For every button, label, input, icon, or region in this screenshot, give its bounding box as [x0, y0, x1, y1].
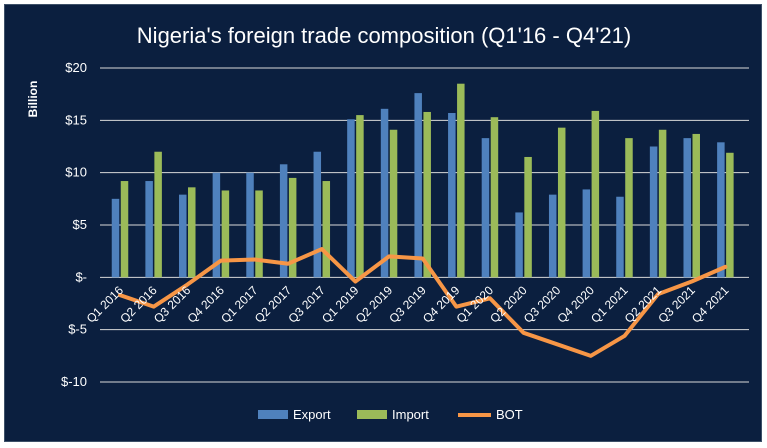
export-bar [683, 138, 691, 278]
import-bar [322, 181, 331, 278]
bot-point [556, 343, 558, 345]
bot-point [254, 259, 256, 261]
export-bar [548, 194, 557, 278]
import-bar [423, 111, 431, 278]
import-bar [658, 129, 667, 278]
bot-line [118, 247, 728, 358]
y-tick-label: $20 [65, 60, 87, 75]
legend-label-export: Export [293, 407, 331, 422]
export-bar [313, 151, 322, 278]
import-bar [288, 177, 297, 278]
import-bar [154, 151, 162, 278]
y-tick-label: $- [75, 269, 87, 284]
export-bar [616, 196, 624, 278]
import-bar [120, 181, 129, 278]
export-bar [212, 172, 221, 278]
export-bar [582, 189, 591, 278]
bot-point [321, 248, 323, 250]
export-bar [279, 164, 288, 278]
bot-point [422, 257, 424, 259]
import-bar [591, 110, 600, 278]
chart-svg: Nigeria's foreign trade composition (Q1'… [26, 23, 749, 422]
bars [111, 83, 734, 278]
y-tick-label: $-10 [61, 374, 87, 389]
bot-point [186, 284, 188, 286]
bot-point [657, 293, 659, 295]
bot-point [590, 355, 592, 357]
bot-point [287, 263, 289, 265]
bot-point [523, 332, 525, 334]
legend-swatch-import [357, 410, 387, 419]
export-bar [145, 181, 153, 278]
export-bar [380, 108, 389, 278]
legend-swatch-export [258, 410, 288, 419]
import-bar [255, 190, 263, 278]
legend-label-import: Import [392, 407, 429, 422]
import-bar [524, 156, 532, 278]
y-tick-label: $5 [73, 217, 87, 232]
export-bar [347, 119, 355, 278]
bot-point [388, 255, 390, 257]
import-bar [221, 190, 230, 278]
export-bar [111, 198, 120, 278]
bot-point [623, 335, 625, 337]
legend-label-bot: BOT [496, 407, 523, 422]
bot-point [724, 266, 726, 268]
export-bar [448, 113, 456, 278]
import-bar [188, 187, 196, 278]
export-bar [649, 146, 658, 278]
import-bar [389, 129, 398, 278]
bot-point [153, 306, 155, 308]
export-bar [481, 138, 490, 278]
export-bar [414, 93, 422, 278]
legend: Export Import BOT [258, 407, 523, 422]
import-bar [692, 133, 700, 278]
export-bar [246, 172, 254, 278]
export-bar [179, 194, 187, 278]
y-tick-label: $10 [65, 165, 87, 180]
import-bar [356, 115, 364, 278]
x-tick-label: Q4 2021 [689, 283, 732, 326]
chart-frame: Nigeria's foreign trade composition (Q1'… [4, 4, 762, 442]
y-tick-label: $15 [65, 112, 87, 127]
bot-point [220, 260, 222, 262]
bot-point [354, 281, 356, 283]
export-bar [515, 212, 523, 278]
bot-point [119, 294, 121, 296]
import-bar [726, 152, 734, 278]
chart-title: Nigeria's foreign trade composition (Q1'… [137, 23, 631, 48]
bot-point [489, 297, 491, 299]
bot-point [455, 306, 457, 308]
import-bar [490, 117, 499, 278]
import-bar [625, 138, 633, 278]
import-bar [457, 83, 465, 278]
export-bar [717, 142, 725, 278]
y-axis-label: Billion [26, 81, 40, 118]
y-tick-label: $-5 [68, 322, 87, 337]
y-axis-ticks: $20 $15 $10 $5 $- $-5 $-10 [61, 60, 87, 389]
bot-point [691, 281, 693, 283]
import-bar [557, 127, 566, 278]
